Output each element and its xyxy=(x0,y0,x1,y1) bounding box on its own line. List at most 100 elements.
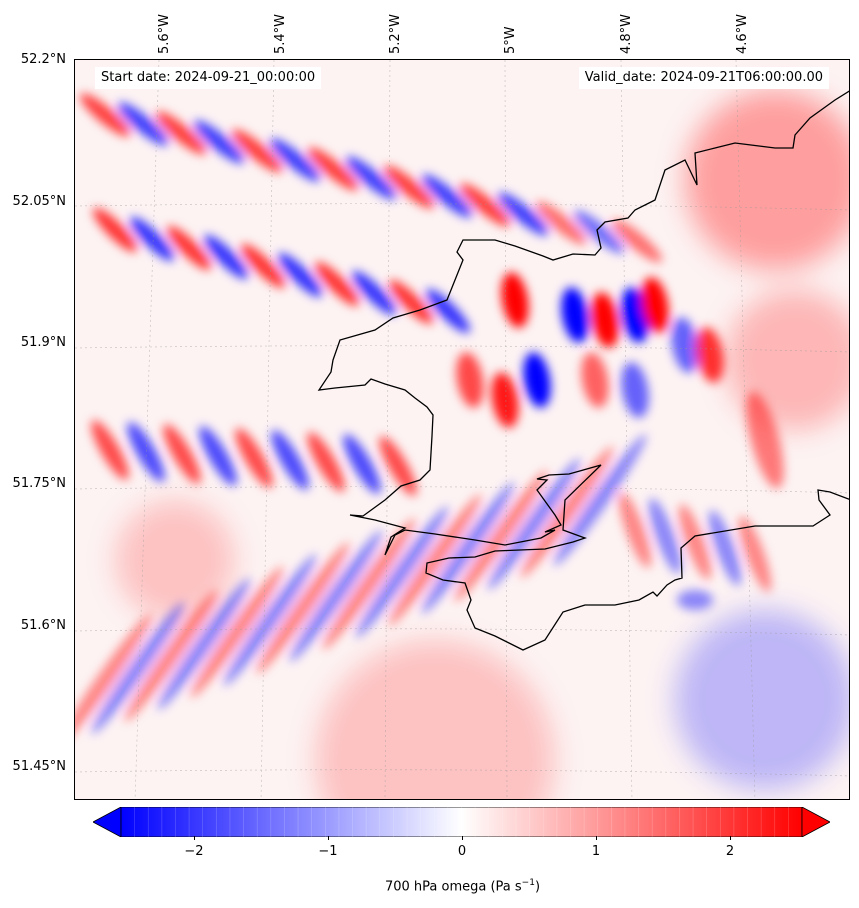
omega-band xyxy=(93,208,137,252)
omega-band xyxy=(641,277,669,333)
omega-band xyxy=(389,280,433,324)
omega-band xyxy=(322,518,416,650)
colorbar-label-exponent: −1 xyxy=(521,878,535,888)
omega-background-blob xyxy=(315,640,555,799)
omega-field xyxy=(75,60,849,799)
omega-band xyxy=(269,138,321,182)
omega-band xyxy=(618,492,652,568)
colorbar-label-text: 700 hPa omega (Pa s xyxy=(384,879,522,895)
omega-band xyxy=(75,614,152,746)
start-date-label: Start date: 2024-09-21_00:00:00 xyxy=(95,67,322,89)
lat-label-52.05n: 52.05°N xyxy=(12,194,66,209)
omega-band xyxy=(520,446,614,578)
lon-label-5.6w: 5.6°W xyxy=(157,13,172,54)
omega-map: Start date: 2024-09-21_00:00:00 Valid_da… xyxy=(74,59,850,800)
omega-band xyxy=(491,372,519,428)
omega-band xyxy=(343,434,381,494)
omega-band xyxy=(535,201,587,245)
omega-band xyxy=(497,192,549,236)
omega-band xyxy=(130,217,174,261)
omega-band xyxy=(117,102,169,146)
cb-tick-label-2: −1 xyxy=(318,844,338,859)
colorbar-extend-max xyxy=(801,807,830,837)
lon-label-4.6w: 4.6°W xyxy=(735,13,750,54)
omega-band xyxy=(271,430,309,490)
omega-band xyxy=(746,391,784,489)
omega-band xyxy=(696,327,724,383)
lon-label-5w: 5°W xyxy=(503,26,518,54)
omega-band xyxy=(256,542,350,674)
omega-band xyxy=(671,317,699,373)
valid-date-label: Valid_date: 2024-09-21T06:00:00.00 xyxy=(578,67,829,89)
omega-band xyxy=(190,566,284,698)
cb-tickmark-2 xyxy=(328,836,329,840)
omega-band xyxy=(678,504,712,580)
omega-band xyxy=(454,470,548,602)
graticule xyxy=(75,60,849,799)
lon-label-5.4w: 5.4°W xyxy=(273,13,288,54)
omega-band xyxy=(345,156,397,200)
omega-band xyxy=(621,362,649,418)
cb-tick-label-1: −2 xyxy=(184,844,204,859)
omega-band xyxy=(91,420,129,480)
cb-tick-label-4: 1 xyxy=(591,844,601,859)
omega-band xyxy=(487,458,581,590)
omega-background-blob xyxy=(685,90,849,270)
omega-background-blob xyxy=(675,610,849,790)
colorbar-label: 700 hPa omega (Pa s−1) xyxy=(0,878,859,894)
omega-band xyxy=(581,352,609,408)
cb-tickmark-3 xyxy=(462,836,463,840)
omega-band xyxy=(193,120,245,164)
omega-band xyxy=(307,147,359,191)
omega-band xyxy=(157,578,251,710)
cb-tick-label-5: 2 xyxy=(725,844,735,859)
omega-band xyxy=(421,174,473,218)
omega-band xyxy=(204,235,248,279)
cb-tickmark-4 xyxy=(596,836,597,840)
lat-label-51.45n: 51.45°N xyxy=(12,759,66,774)
colorbar-gradient xyxy=(120,807,803,837)
cb-tickmark-5 xyxy=(730,836,731,840)
omega-band xyxy=(573,210,625,254)
colorbar-extend-min xyxy=(93,807,122,837)
lon-label-4.8w: 4.8°W xyxy=(619,13,634,54)
omega-band xyxy=(289,530,383,662)
omega-band xyxy=(553,434,647,566)
cb-tickmark-1 xyxy=(194,836,195,840)
omega-band xyxy=(241,244,285,288)
omega-band xyxy=(648,498,682,574)
omega-band xyxy=(379,436,417,496)
omega-background-blob xyxy=(115,500,235,620)
omega-band xyxy=(167,226,211,270)
omega-band xyxy=(523,352,551,408)
omega-band xyxy=(127,422,165,482)
omega-band xyxy=(223,554,317,686)
omega-band xyxy=(124,590,218,722)
omega-band xyxy=(231,129,283,173)
omega-band xyxy=(426,289,470,333)
omega-band xyxy=(456,352,484,408)
omega-band xyxy=(591,292,619,348)
omega-band xyxy=(561,287,589,343)
lat-label-51.75n: 51.75°N xyxy=(12,476,66,491)
omega-band xyxy=(352,271,396,315)
omega-band xyxy=(383,165,435,209)
omega-band xyxy=(708,510,742,586)
omega-band xyxy=(611,219,663,263)
omega-band xyxy=(501,272,529,328)
lat-label-51.9n: 51.9°N xyxy=(20,335,66,350)
colorbar xyxy=(93,807,830,837)
omega-band xyxy=(79,93,131,137)
omega-band xyxy=(677,590,713,610)
cb-tick-label-3: 0 xyxy=(457,844,467,859)
omega-band xyxy=(199,426,237,486)
omega-band xyxy=(355,506,449,638)
coastline xyxy=(317,90,849,651)
omega-band xyxy=(91,602,185,734)
omega-band xyxy=(163,424,201,484)
lat-label-52.2n: 52.2°N xyxy=(20,52,66,67)
omega-band xyxy=(738,516,772,592)
omega-band xyxy=(315,262,359,306)
lat-label-51.6n: 51.6°N xyxy=(20,618,66,633)
omega-band xyxy=(459,183,511,227)
